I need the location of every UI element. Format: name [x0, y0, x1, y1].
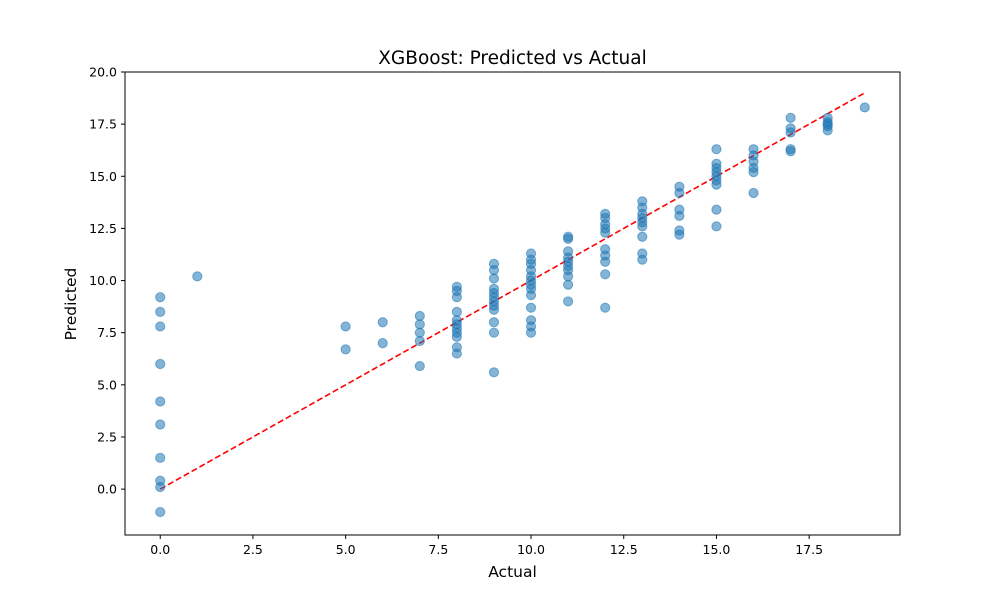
data-point — [414, 327, 425, 338]
data-point — [155, 292, 166, 303]
data-point — [525, 302, 537, 313]
data-point — [340, 321, 351, 332]
data-point — [488, 304, 500, 315]
data-point — [414, 360, 425, 372]
data-point — [563, 296, 574, 307]
x-tick-label: 17.5 — [795, 542, 823, 557]
data-point — [414, 335, 425, 347]
data-point — [711, 221, 722, 232]
x-tick-label: 5.0 — [336, 542, 356, 557]
data-point — [600, 269, 611, 280]
data-point — [155, 306, 166, 317]
y-tick-label: 0.0 — [97, 482, 117, 497]
data-point — [488, 317, 500, 328]
data-point — [451, 292, 462, 303]
data-point — [822, 125, 833, 136]
data-point — [563, 233, 574, 244]
y-tick-label: 7.5 — [97, 325, 117, 340]
data-point — [525, 327, 537, 338]
data-point — [377, 338, 388, 349]
data-point — [785, 146, 796, 157]
x-tick-label: 7.5 — [428, 542, 448, 557]
data-point — [488, 367, 500, 378]
y-ticks: 0.0 2.5 5.0 7.5 10.0 12.5 15.0 17.5 20.0 — [89, 65, 125, 497]
y-tick-label: 5.0 — [97, 377, 117, 392]
data-point — [155, 481, 166, 493]
data-point — [637, 231, 648, 242]
axes-layer — [124, 71, 901, 536]
y-tick-label: 15.0 — [89, 169, 117, 184]
data-point — [563, 279, 574, 290]
data-point — [563, 271, 574, 282]
data-point — [155, 419, 166, 430]
data-point — [192, 271, 203, 282]
data-point — [525, 290, 537, 301]
data-point — [155, 452, 166, 463]
plot-background — [125, 72, 900, 535]
data-point — [451, 306, 462, 317]
data-point — [637, 221, 648, 232]
y-tick-label: 10.0 — [89, 273, 117, 288]
data-point — [600, 227, 611, 238]
data-point — [674, 229, 685, 240]
data-point — [785, 112, 796, 123]
data-point — [637, 254, 648, 265]
chart-title: XGBoost: Predicted vs Actual — [378, 48, 647, 69]
data-point — [674, 187, 685, 199]
data-point — [488, 273, 500, 284]
data-point — [748, 187, 759, 199]
x-ticks: 0.0 2.5 5.0 7.5 10.0 12.5 15.0 17.5 — [150, 535, 823, 557]
y-tick-label: 12.5 — [89, 221, 117, 236]
data-point — [451, 348, 462, 359]
data-point — [748, 167, 759, 178]
x-tick-label: 2.5 — [243, 542, 263, 557]
data-point — [155, 506, 166, 518]
x-tick-label: 12.5 — [610, 542, 638, 557]
y-tick-label: 20.0 — [89, 65, 117, 80]
data-point — [414, 310, 425, 322]
axes-frame — [124, 71, 901, 536]
data-point — [859, 102, 870, 113]
data-point — [711, 179, 722, 190]
data-point — [451, 331, 462, 342]
data-point — [340, 344, 351, 355]
data-point — [155, 358, 166, 370]
y-tick-label: 2.5 — [97, 429, 117, 444]
x-axis-label: Actual — [488, 563, 537, 581]
plot-area — [125, 72, 900, 535]
data-point — [488, 265, 500, 276]
points-layer — [155, 102, 870, 518]
data-point — [488, 327, 500, 338]
data-point — [600, 302, 611, 313]
y-tick-label: 17.5 — [89, 117, 117, 132]
data-point — [674, 210, 685, 222]
data-point — [711, 204, 722, 215]
data-point — [785, 127, 796, 138]
x-tick-label: 15.0 — [703, 542, 731, 557]
y-axis-label: Predicted — [62, 268, 80, 341]
x-tick-label: 10.0 — [517, 542, 545, 557]
data-point — [377, 317, 388, 328]
data-point — [600, 256, 611, 267]
data-point — [155, 321, 166, 332]
data-point — [414, 319, 425, 330]
data-point — [155, 396, 166, 407]
data-point — [711, 144, 722, 155]
x-tick-label: 0.0 — [150, 542, 170, 557]
